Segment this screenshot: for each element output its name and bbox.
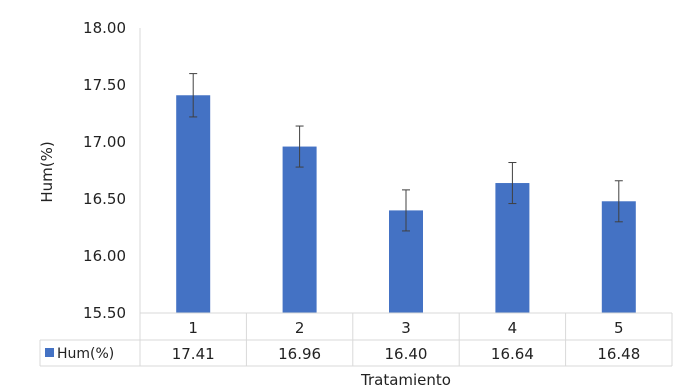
bars bbox=[176, 95, 636, 313]
y-tick-label-0: 15.50 bbox=[83, 304, 126, 322]
data-label-5: 16.48 bbox=[597, 345, 640, 363]
x-category-label-1: 1 bbox=[188, 319, 198, 337]
y-axis-label: Hum(%) bbox=[38, 141, 56, 202]
data-label-1: 17.41 bbox=[172, 345, 215, 363]
x-category-label-2: 2 bbox=[295, 319, 305, 337]
data-table: Hum(%) 1 17.41 2 16.96 3 16.40 4 16.64 5 16.48 bbox=[39, 312, 673, 367]
error-bar-1 bbox=[189, 73, 198, 118]
y-tick-label-1: 16.00 bbox=[83, 247, 126, 265]
x-category-label-3: 3 bbox=[401, 319, 411, 337]
error-bars bbox=[189, 73, 623, 232]
bar-4 bbox=[495, 183, 530, 313]
data-label-2: 16.96 bbox=[278, 345, 321, 363]
x-axis-label: Tratamiento bbox=[360, 371, 451, 389]
error-bar-4 bbox=[508, 162, 517, 205]
y-tick-label-3: 17.00 bbox=[83, 133, 126, 151]
bar-2 bbox=[282, 146, 317, 313]
data-label-4: 16.64 bbox=[491, 345, 534, 363]
y-tick-label-4: 17.50 bbox=[83, 76, 126, 94]
data-label-3: 16.40 bbox=[385, 345, 428, 363]
bar-1 bbox=[176, 95, 211, 313]
y-tick-label-2: 16.50 bbox=[83, 190, 126, 208]
x-category-label-4: 4 bbox=[508, 319, 518, 337]
error-bar-2 bbox=[295, 125, 304, 168]
legend-swatch bbox=[45, 348, 54, 357]
legend-label: Hum(%) bbox=[57, 346, 114, 362]
error-bar-3 bbox=[402, 189, 410, 232]
error-bar-5 bbox=[614, 180, 623, 223]
y-axis-ticks: 15.50 16.00 16.50 17.00 17.50 18.00 bbox=[83, 19, 126, 322]
y-tick-label-5: 18.00 bbox=[83, 19, 126, 37]
x-category-label-5: 5 bbox=[614, 319, 624, 337]
